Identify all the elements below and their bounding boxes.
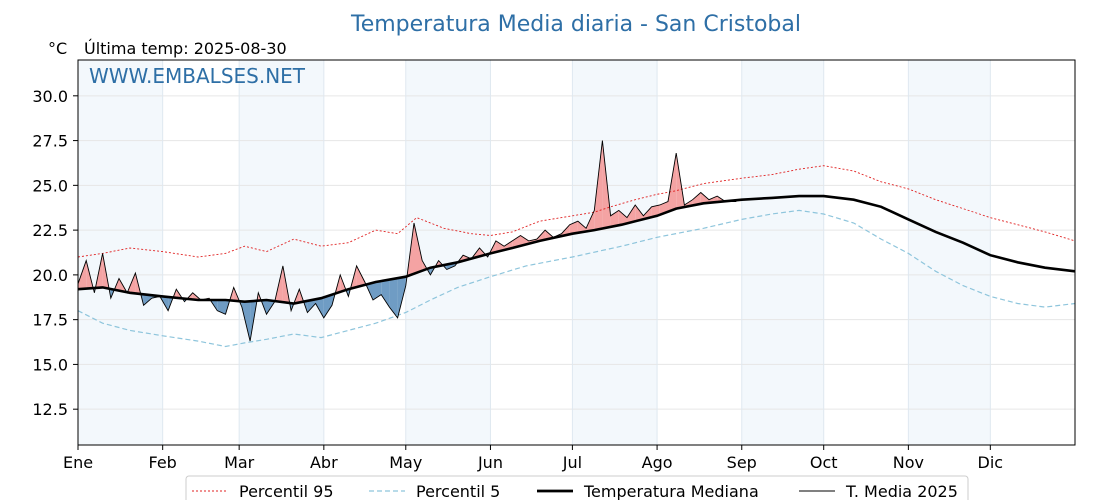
y-tick-label-7: 30.0	[32, 87, 68, 106]
y-tick-label-6: 27.5	[32, 132, 68, 151]
x-tick-label-nov: Nov	[893, 453, 924, 472]
fill-below-17	[217, 300, 226, 315]
legend-label-1: Percentil 5	[416, 482, 500, 500]
month-shade-jul	[572, 60, 658, 445]
x-tick-label-dic: Dic	[978, 453, 1004, 472]
x-tick-label-ene: Ene	[63, 453, 93, 472]
fill-below-29	[315, 297, 324, 318]
x-tick-label-jul: Jul	[562, 453, 582, 472]
legend-label-3: T. Media 2025	[845, 482, 958, 500]
fill-below-38	[389, 278, 398, 318]
fill-above-66	[618, 210, 627, 226]
x-tick-label-sep: Sep	[727, 453, 757, 472]
fill-above-75	[692, 192, 701, 206]
y-tick-label-5: 25.0	[32, 176, 68, 195]
legend-label-2: Temperatura Mediana	[583, 482, 759, 500]
x-tick-label-jun: Jun	[477, 453, 503, 472]
fill-above-76	[700, 192, 709, 204]
y-tick-label-0: 12.5	[32, 400, 68, 419]
x-tick-label-abr: Abr	[310, 453, 338, 472]
fill-below-39	[397, 276, 406, 318]
x-axis-ticks: Ene Feb Mar Abr May Jun Jul Ago Sep Oct Nov Dic	[63, 445, 1003, 472]
chart-title: Temperatura Media diaria - San Cristobal	[350, 12, 801, 37]
y-tick-label-1: 15.0	[32, 355, 68, 374]
month-shade-sep	[741, 60, 824, 445]
x-tick-label-may: May	[389, 453, 422, 472]
last-temp-label: Última temp: 2025-08-30	[84, 39, 287, 58]
legend-label-0: Percentil 95	[239, 482, 334, 500]
fill-above-69	[643, 206, 652, 220]
x-tick-label-feb: Feb	[149, 453, 177, 472]
month-shade-nov	[908, 60, 991, 445]
plot-frame	[77, 59, 1076, 446]
legend-box	[185, 475, 969, 500]
fill-below-36	[373, 281, 382, 300]
fill-above-67	[627, 205, 636, 224]
fill-above-60	[569, 221, 578, 235]
fill-below-8	[143, 294, 152, 306]
x-tick-label-mar: Mar	[224, 453, 255, 472]
series-temperatura-mediana	[77, 194, 1076, 305]
fill-below-37	[381, 279, 390, 308]
fill-above-34	[356, 265, 365, 288]
series-t-media-2025	[77, 140, 737, 342]
series-lines	[77, 140, 1076, 348]
legend: Percentil 95 Percentil 5 Temperatura Media…	[185, 475, 969, 500]
month-shade-mar	[239, 60, 324, 445]
x-tick-label-oct: Oct	[810, 453, 838, 472]
y-tick-label-2: 17.5	[32, 311, 68, 330]
y-tick-label-3: 20.0	[32, 266, 68, 285]
y-tick-label-4: 22.5	[32, 221, 68, 240]
unit-label: °C	[48, 39, 67, 58]
fill-above-41	[414, 223, 423, 274]
fill-above-70	[651, 205, 660, 218]
x-tick-label-ago: Ago	[642, 453, 673, 472]
month-shade-ene	[78, 60, 163, 445]
fill-above-53	[512, 235, 521, 248]
fill-above-61	[577, 221, 587, 233]
fill-above-63	[594, 140, 603, 231]
y-axis-ticks: 12.5 15.0 17.5 20.0 22.5 25.0 27.5 30.0	[32, 87, 78, 419]
series-percentil-95	[77, 165, 1076, 258]
series-percentil-5	[77, 209, 1076, 348]
fill-above-68	[635, 205, 644, 222]
month-shading	[78, 60, 991, 445]
fill-below-28	[307, 299, 316, 313]
fill-below-30	[323, 294, 332, 318]
watermark: WWW.EMBALSES.NET	[89, 64, 306, 88]
